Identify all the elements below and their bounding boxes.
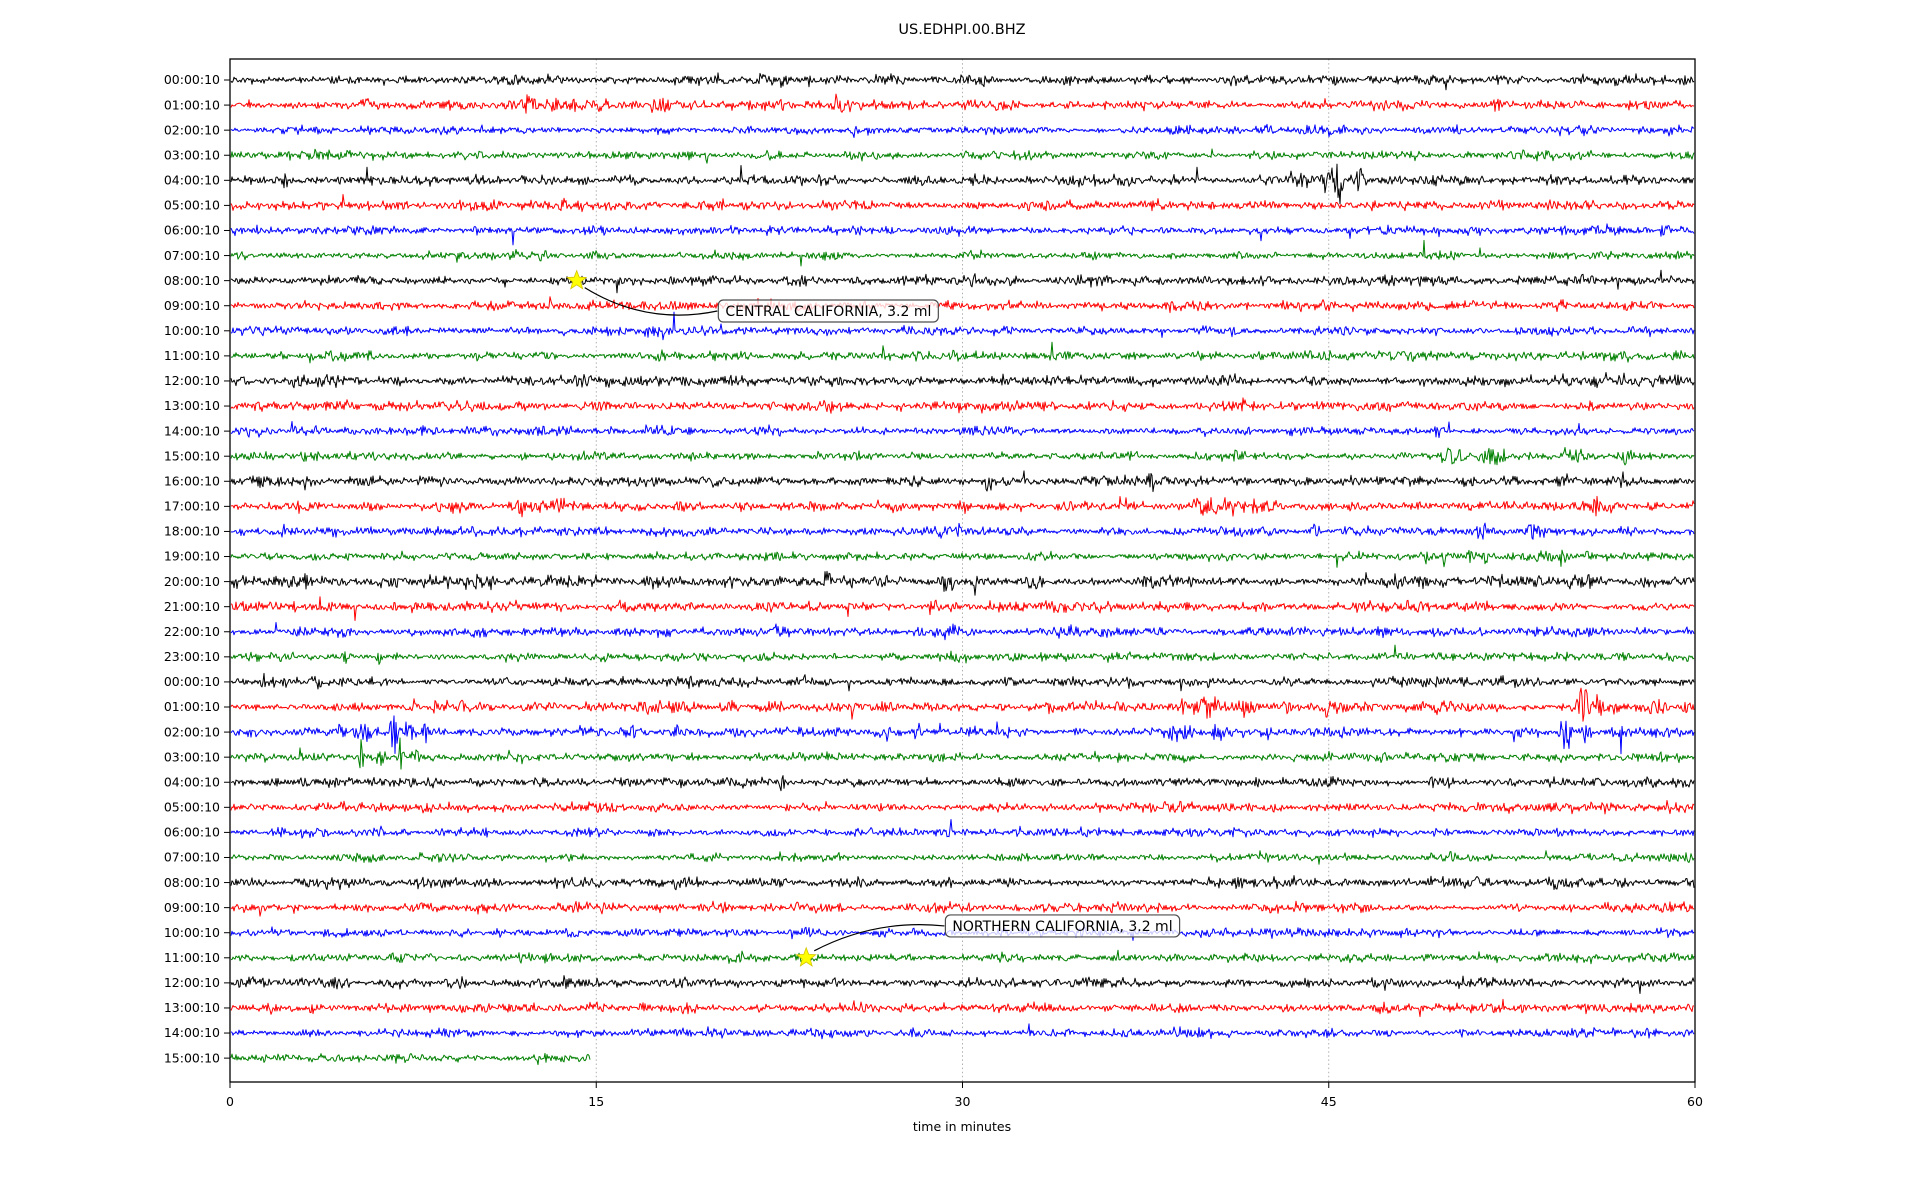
y-tick-label-0: 00:00:10: [164, 72, 220, 87]
x-axis-label: time in minutes: [913, 1119, 1011, 1134]
trace-row-23-23:00:10: [230, 644, 1695, 665]
y-tick-label-6: 06:00:10: [164, 223, 220, 238]
y-tick-label-1: 01:00:10: [164, 97, 220, 112]
y-tick-label-5: 05:00:10: [164, 198, 220, 213]
trace-row-19-19:00:10: [230, 549, 1695, 568]
trace-row-36-12:00:10: [230, 975, 1695, 994]
y-tick-label-12: 12:00:10: [164, 373, 220, 388]
y-tick-label-23: 23:00:10: [164, 649, 220, 664]
y-tick-label-32: 08:00:10: [164, 875, 220, 890]
trace-row-32-08:00:10: [230, 875, 1695, 891]
y-tick-label-33: 09:00:10: [164, 900, 220, 915]
trace-row-38-14:00:10: [230, 1023, 1695, 1040]
trace-row-31-07:00:10: [230, 850, 1695, 865]
trace-row-4-04:00:10: [230, 163, 1695, 205]
trace-row-30-06:00:10: [230, 819, 1695, 839]
y-tick-label-22: 22:00:10: [164, 624, 220, 639]
y-tick-label-15: 15:00:10: [164, 448, 220, 463]
trace-row-13-13:00:10: [230, 397, 1695, 414]
x-tick-label-0: 0: [226, 1094, 234, 1109]
trace-row-39-15:00:10: [230, 1052, 591, 1066]
annotation-layer: CENTRAL CALIFORNIA, 3.2 ml NORTHERN CALIF…: [566, 269, 1181, 967]
trace-row-17-17:00:10: [230, 495, 1695, 518]
trace-row-28-04:00:10: [230, 775, 1695, 792]
y-tick-label-18: 18:00:10: [164, 524, 220, 539]
y-tick-label-20: 20:00:10: [164, 574, 220, 589]
y-tick-label-16: 16:00:10: [164, 473, 220, 488]
y-tick-label-3: 03:00:10: [164, 147, 220, 162]
annotation-arrow-0: [584, 287, 718, 316]
y-tick-label-10: 10:00:10: [164, 323, 220, 338]
y-tick-label-30: 06:00:10: [164, 825, 220, 840]
y-tick-label-39: 15:00:10: [164, 1050, 220, 1065]
trace-row-35-11:00:10: [230, 949, 1695, 965]
trace-row-16-16:00:10: [230, 470, 1695, 493]
trace-row-22-22:00:10: [230, 622, 1695, 641]
x-tick-label-30: 30: [955, 1094, 971, 1109]
event-annotation-text-0: CENTRAL CALIFORNIA, 3.2 ml: [725, 304, 931, 320]
trace-row-37-13:00:10: [230, 998, 1695, 1018]
y-tick-label-37: 13:00:10: [164, 1000, 220, 1015]
trace-row-6-06:00:10: [230, 223, 1695, 246]
y-tick-label-24: 00:00:10: [164, 674, 220, 689]
trace-row-3-03:00:10: [230, 148, 1695, 164]
trace-row-25-01:00:10: [230, 687, 1695, 722]
event-annotation-box-0: [717, 299, 939, 323]
trace-row-11-11:00:10: [230, 341, 1695, 364]
y-tick-label-34: 10:00:10: [164, 925, 220, 940]
trace-row-18-18:00:10: [230, 522, 1695, 540]
y-tick-label-31: 07:00:10: [164, 850, 220, 865]
y-tick-label-21: 21:00:10: [164, 599, 220, 614]
trace-row-33-09:00:10: [230, 900, 1695, 917]
trace-row-15-15:00:10: [230, 447, 1695, 466]
y-tick-label-17: 17:00:10: [164, 499, 220, 514]
y-tick-label-9: 09:00:10: [164, 298, 220, 313]
trace-row-21-21:00:10: [230, 596, 1695, 621]
trace-row-7-07:00:10: [230, 239, 1695, 267]
y-tick-label-4: 04:00:10: [164, 173, 220, 188]
y-tick-label-36: 12:00:10: [164, 975, 220, 990]
y-tick-label-7: 07:00:10: [164, 248, 220, 263]
annotation-arrow-1: [813, 924, 945, 952]
y-tick-label-35: 11:00:10: [164, 950, 220, 965]
trace-row-2-02:00:10: [230, 123, 1695, 138]
trace-row-10-10:00:10: [230, 311, 1695, 341]
trace-row-27-03:00:10: [230, 737, 1695, 770]
y-tick-label-29: 05:00:10: [164, 800, 220, 815]
trace-row-24-00:00:10: [230, 672, 1695, 692]
y-tick-label-14: 14:00:10: [164, 423, 220, 438]
x-tick-label-60: 60: [1687, 1094, 1703, 1109]
y-tick-label-8: 08:00:10: [164, 273, 220, 288]
x-tick-label-15: 15: [588, 1094, 604, 1109]
trace-row-5-05:00:10: [230, 194, 1695, 213]
y-tick-label-2: 02:00:10: [164, 122, 220, 137]
event-marker-star-0: [566, 269, 588, 290]
event-annotation-box-1: [944, 914, 1181, 938]
trace-row-0-00:00:10: [230, 72, 1695, 91]
y-tick-label-28: 04:00:10: [164, 774, 220, 789]
event-annotation-text-1: NORTHERN CALIFORNIA, 3.2 ml: [952, 919, 1172, 935]
chart-title: US.EDHPI.00.BHZ: [898, 22, 1025, 38]
y-tick-label-11: 11:00:10: [164, 348, 220, 363]
event-marker-star-1: [795, 946, 817, 967]
y-tick-label-25: 01:00:10: [164, 699, 220, 714]
trace-row-26-02:00:10: [230, 715, 1695, 755]
axis-layer: 00:00:10 01:00:10 02:00:10 03:00:10 04:00:10…: [164, 72, 1703, 1109]
trace-row-20-20:00:10: [230, 570, 1695, 596]
trace-row-8-08:00:10: [230, 269, 1695, 294]
y-tick-label-27: 03:00:10: [164, 749, 220, 764]
trace-row-14-14:00:10: [230, 421, 1695, 439]
y-tick-label-13: 13:00:10: [164, 398, 220, 413]
trace-row-9-09:00:10: [230, 296, 1695, 314]
y-tick-label-26: 02:00:10: [164, 724, 220, 739]
y-tick-label-38: 14:00:10: [164, 1025, 220, 1040]
x-tick-label-45: 45: [1321, 1094, 1337, 1109]
trace-row-29-05:00:10: [230, 800, 1695, 815]
trace-layer: [230, 72, 1695, 1066]
trace-row-12-12:00:10: [230, 372, 1695, 389]
trace-row-1-01:00:10: [230, 93, 1695, 114]
y-tick-label-19: 19:00:10: [164, 549, 220, 564]
